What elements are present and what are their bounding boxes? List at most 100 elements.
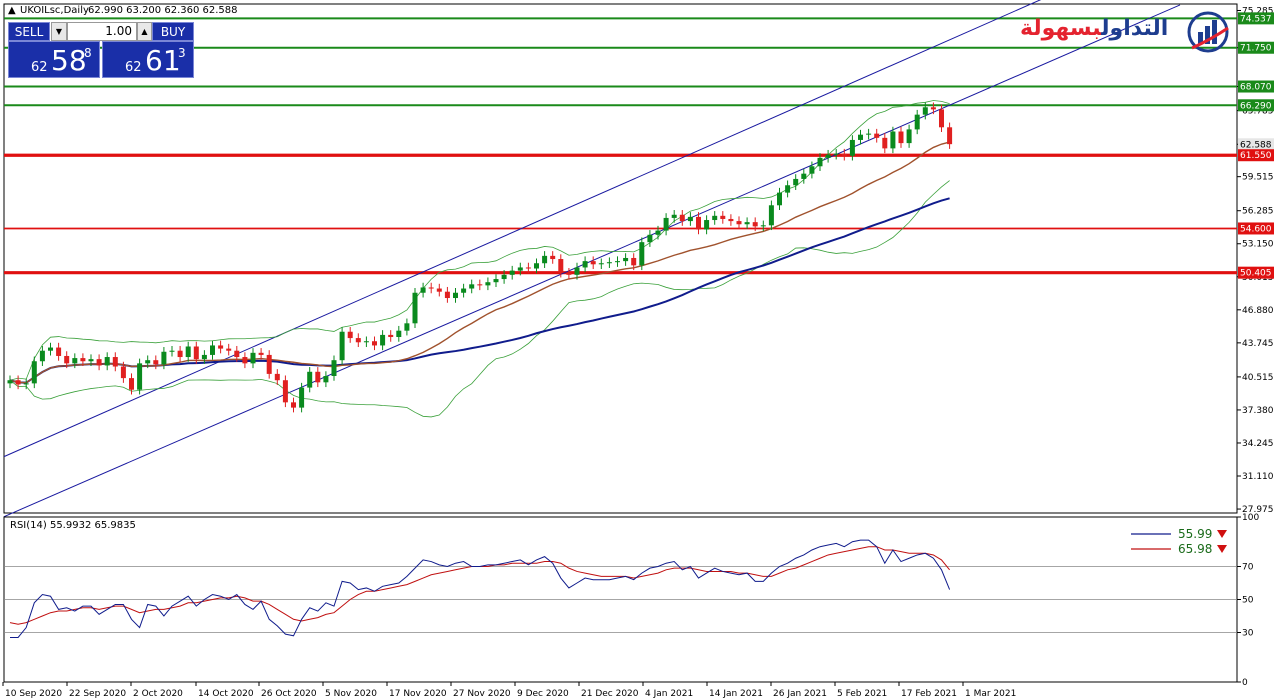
time-tick-label: 14 Oct 2020: [198, 689, 254, 699]
price-level-label-bg: [1238, 80, 1274, 93]
candle-body: [323, 376, 329, 383]
main-plot-frame: [3, 3, 1238, 514]
candle-body: [72, 358, 78, 364]
candle-body: [201, 354, 207, 360]
price-level-label: 74.537: [1240, 14, 1272, 24]
price-level-label: 62.588: [1240, 140, 1272, 150]
candle-body: [315, 371, 321, 383]
candle-body: [704, 220, 710, 230]
symbol-header: UKOILsc,Daily: [20, 5, 89, 16]
time-tick-label: 26 Jan 2021: [773, 689, 827, 699]
candle-body: [396, 330, 402, 338]
candle-body: [930, 107, 936, 110]
buy-price[interactable]: 62 61 3: [102, 41, 194, 78]
candle-body: [347, 331, 353, 339]
price-level-label-bg: [1238, 222, 1274, 235]
candle-body: [291, 402, 296, 408]
price-tick-label: 27.975: [1242, 505, 1274, 515]
candle-body: [485, 282, 491, 286]
candle-body: [453, 292, 458, 299]
candle-body: [88, 359, 94, 362]
candle-body: [444, 291, 450, 299]
lot-increase-icon[interactable]: ▲: [137, 22, 152, 41]
price-tick-label: 75.285: [1242, 6, 1274, 16]
rsi-tick-label: 70: [1242, 563, 1254, 573]
candle-body: [809, 166, 815, 174]
price-level-label-bg: [1238, 99, 1274, 112]
candle-body: [501, 274, 507, 280]
bollinger-bands: [9, 100, 950, 418]
candle-body: [574, 267, 580, 275]
candle-body: [15, 380, 21, 385]
candle-body: [947, 127, 953, 145]
candle-body: [785, 185, 791, 193]
candle-body: [833, 153, 839, 155]
candle-body: [858, 134, 863, 140]
candle-body: [380, 334, 386, 346]
candle-body: [80, 358, 86, 362]
price-level-label-bg: [1238, 41, 1274, 54]
channel-lower-line: [3, 4, 1181, 518]
candle-body: [906, 129, 912, 144]
rsi-tick-label: 100: [1242, 513, 1259, 523]
candle-body: [420, 287, 426, 293]
candle-body: [137, 363, 143, 390]
candle-body: [890, 131, 896, 149]
candle-body: [242, 357, 248, 364]
buy-button[interactable]: BUY: [152, 22, 194, 41]
candle-body: [56, 347, 62, 356]
rsi-tick-label: 0: [1242, 678, 1248, 688]
price-tick-label: 37.380: [1242, 406, 1274, 416]
candle-body: [120, 366, 126, 379]
time-tick-label: 22 Sep 2020: [69, 689, 126, 699]
time-tick-label: 21 Dec 2020: [581, 689, 639, 699]
lot-size-input[interactable]: 1.00: [67, 22, 137, 41]
candle-body: [582, 261, 588, 268]
candle-body: [849, 139, 855, 156]
candle-body: [339, 331, 345, 361]
candle-body: [590, 261, 596, 265]
candle-body: [679, 214, 685, 222]
price-level-label-bg: [1238, 138, 1274, 151]
buy-price-pip: 3: [178, 46, 186, 60]
candle-body: [655, 230, 661, 235]
candle-body: [64, 355, 70, 364]
candle-body: [768, 205, 774, 226]
candle-body: [736, 221, 742, 225]
lot-dropdown-icon[interactable]: ▼: [51, 22, 67, 41]
candle-body: [185, 346, 191, 358]
candle-body: [436, 288, 442, 292]
sell-button[interactable]: SELL: [8, 22, 50, 41]
price-level-label: 71.750: [1240, 44, 1272, 54]
candle-body: [193, 346, 199, 360]
rsi-header: RSI(14) 55.9932 65.9835: [10, 520, 136, 531]
price-tick-label: 31.110: [1242, 472, 1274, 482]
candle-body: [598, 263, 604, 265]
price-level-label: 68.070: [1240, 83, 1272, 93]
candle-body: [874, 133, 880, 138]
candle-body: [744, 222, 750, 225]
time-tick-label: 5 Feb 2021: [837, 689, 887, 699]
candle-body: [647, 234, 653, 243]
rsi-legend-value: 65.98: [1178, 542, 1212, 556]
price-level-label: 61.550: [1240, 151, 1272, 161]
candle-body: [866, 133, 872, 135]
candle-body: [23, 383, 29, 385]
candle-body: [112, 357, 118, 367]
candle-body: [388, 334, 394, 338]
price-level-label: 66.290: [1240, 101, 1272, 111]
candle-body: [493, 279, 499, 283]
candle-body: [898, 131, 904, 144]
price-tick-label: 56.285: [1242, 207, 1274, 217]
main-plot-border: [3, 3, 1238, 514]
price-tick-label: 59.515: [1242, 173, 1274, 183]
sell-price[interactable]: 62 58 8: [8, 41, 100, 78]
candle-body: [720, 215, 726, 219]
candle-body: [542, 255, 548, 264]
candle-body: [234, 350, 240, 358]
brand-logo-red: بسهولة: [1020, 16, 1102, 41]
candle-body: [129, 378, 134, 390]
